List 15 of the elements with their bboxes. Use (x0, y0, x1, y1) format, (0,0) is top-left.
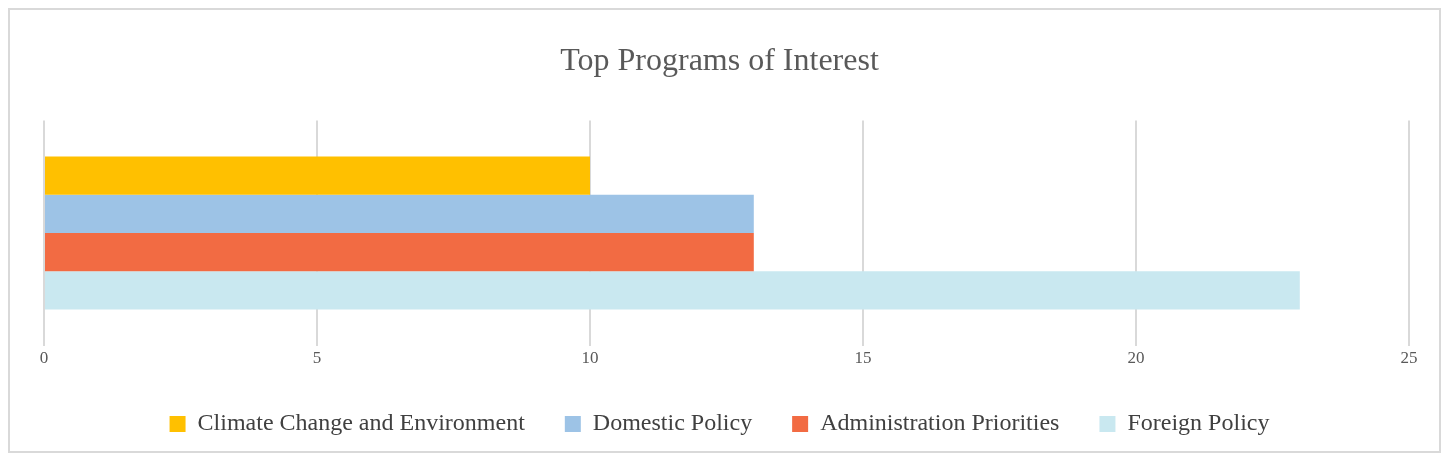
x-tick-label: 0 (39, 348, 49, 368)
legend-label: Foreign Policy (1127, 409, 1270, 436)
chart-title: Top Programs of Interest (560, 40, 879, 77)
x-tick-label: 5 (312, 348, 322, 368)
bar (45, 271, 1300, 310)
legend-label: Administration Priorities (820, 409, 1060, 436)
x-tick-label: 10 (581, 348, 599, 368)
x-tick-label: 20 (1127, 348, 1145, 368)
x-tick-label: 25 (1400, 348, 1418, 368)
legend-label: Domestic Policy (592, 409, 753, 436)
bar (45, 233, 754, 272)
bar (45, 156, 590, 195)
bar (45, 194, 754, 233)
legend-label: Climate Change and Environment (197, 409, 526, 436)
x-tick-label: 15 (854, 348, 872, 368)
